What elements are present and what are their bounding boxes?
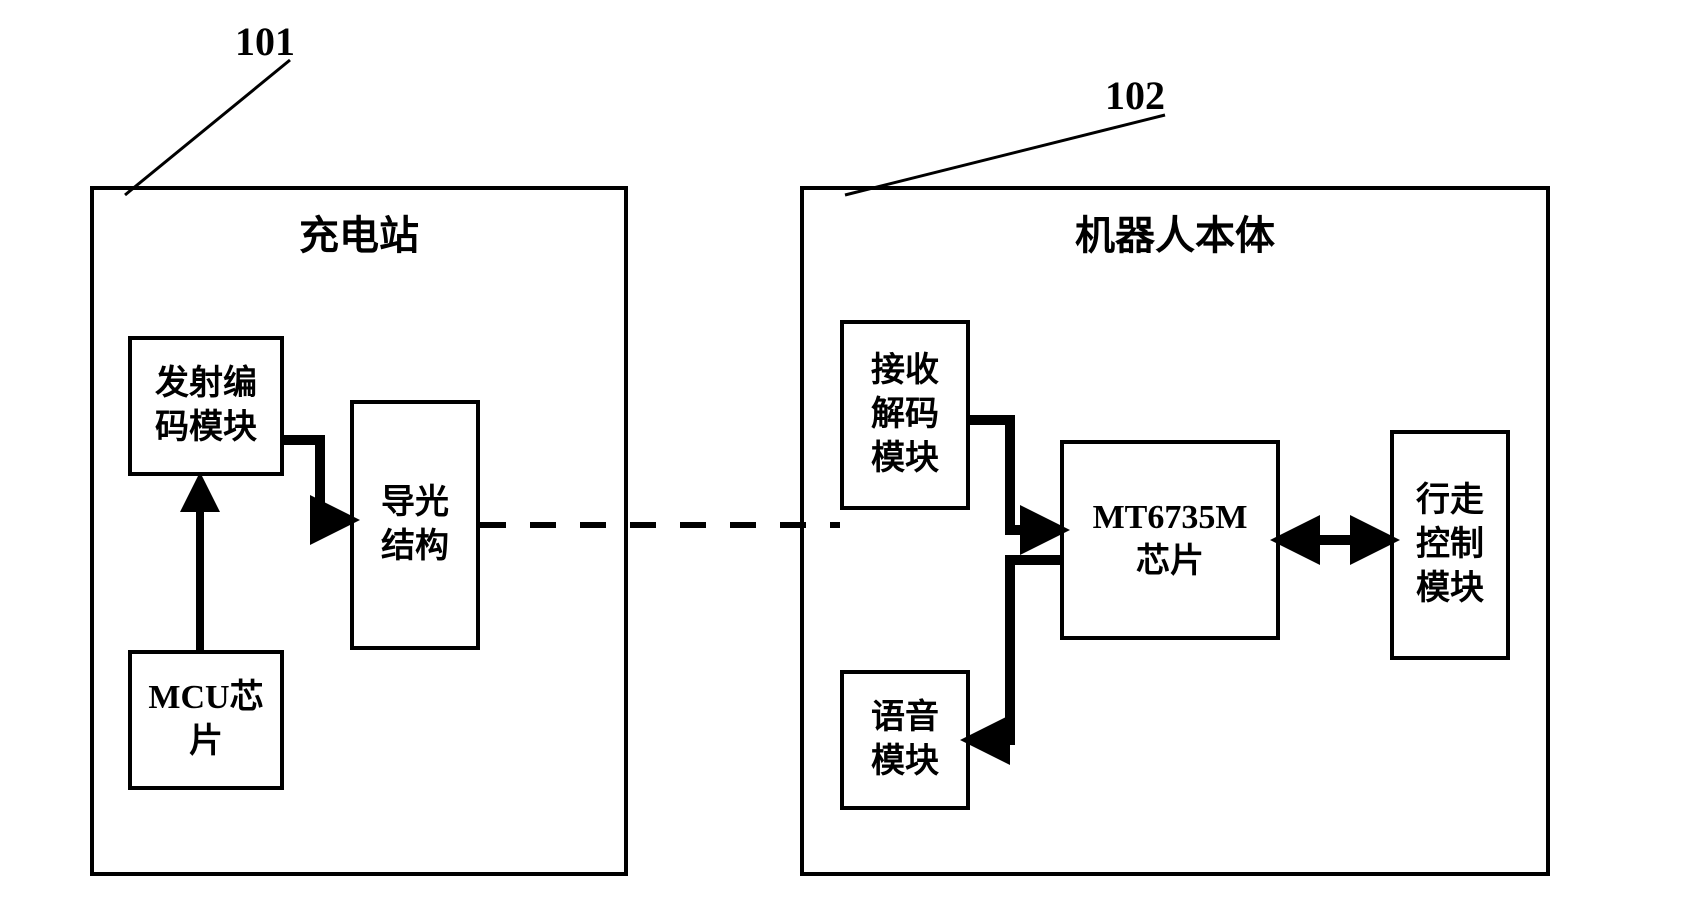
- node-walk-ctrl: 行走 控制 模块: [1390, 430, 1510, 660]
- ref-label-101: 101: [235, 18, 295, 65]
- node-voice: 语音 模块: [840, 670, 970, 810]
- node-rx-decode: 接收 解码 模块: [840, 320, 970, 510]
- node-label: MCU芯 片: [148, 676, 263, 764]
- node-light-guide: 导光 结构: [350, 400, 480, 650]
- container-title-charging-station: 充电站: [94, 210, 624, 262]
- node-label: 导光 结构: [381, 481, 449, 569]
- node-tx-encode: 发射编 码模块: [128, 336, 284, 476]
- node-mt-chip: MT6735M 芯片: [1060, 440, 1280, 640]
- node-label: 发射编 码模块: [155, 362, 257, 450]
- ref-label-102: 102: [1105, 72, 1165, 119]
- node-label: 行走 控制 模块: [1416, 479, 1484, 612]
- node-mcu: MCU芯 片: [128, 650, 284, 790]
- node-label: 接收 解码 模块: [871, 349, 939, 482]
- container-title-robot-body: 机器人本体: [804, 210, 1546, 262]
- diagram-canvas: 101 102 充电站 机器人本体 发射编 码模块 MCU芯 片 导光 结构 接…: [0, 0, 1696, 922]
- node-label: MT6735M 芯片: [1093, 496, 1248, 584]
- leader-lines: [125, 60, 1165, 195]
- node-label: 语音 模块: [871, 696, 939, 784]
